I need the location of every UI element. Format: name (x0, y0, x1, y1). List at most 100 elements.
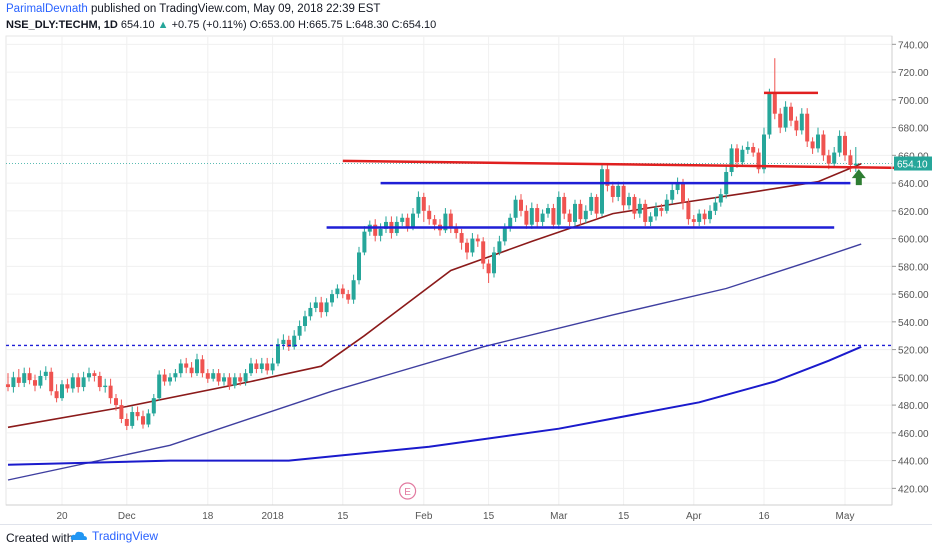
candle-body (610, 185, 615, 197)
candle (324, 298, 329, 317)
candle (286, 335, 291, 351)
y-tick-label: 700.00 (898, 96, 929, 107)
candle (297, 320, 302, 340)
x-tick-label: Dec (118, 511, 136, 522)
candle (384, 216, 388, 234)
created-with-label: Created with (6, 531, 74, 545)
candle-body (416, 196, 421, 214)
candle (173, 369, 178, 382)
change-value: +0.75 (+0.11%) (171, 19, 247, 31)
candle-body (81, 377, 86, 388)
candle (546, 203, 550, 218)
y-tick-label: 480.00 (898, 401, 929, 412)
candle (789, 102, 793, 127)
candle-body (340, 288, 345, 295)
author-link[interactable]: ParimalDevnath (6, 3, 88, 15)
y-tick-label: 640.00 (898, 179, 929, 190)
candle (227, 373, 232, 390)
candle (308, 302, 313, 321)
candle-body (319, 302, 324, 313)
candle-body (519, 199, 523, 211)
footer: Created with TradingView (0, 524, 932, 551)
candle-body (745, 147, 750, 150)
candle (718, 188, 723, 207)
candle-body (421, 196, 426, 211)
candle-body (27, 373, 32, 381)
candle-body (259, 363, 264, 370)
candle-body (308, 307, 313, 317)
candle-body (794, 120, 799, 131)
candle (508, 213, 513, 232)
candle (805, 108, 810, 148)
candle-body (502, 227, 507, 242)
candle-body (38, 375, 43, 386)
candle-body (297, 326, 302, 336)
candles (6, 58, 858, 431)
candle (540, 209, 545, 227)
candle (810, 137, 815, 154)
candle (454, 223, 459, 239)
candle (745, 141, 750, 154)
candle (178, 359, 183, 378)
last-price: 654.10 (120, 19, 155, 31)
candle-body (708, 210, 712, 220)
candle (259, 357, 264, 374)
candle-body (405, 217, 410, 228)
candle-body (249, 363, 253, 374)
candle-body (303, 316, 307, 327)
candle (492, 246, 496, 278)
publish-line: ParimalDevnath published on TradingView.… (6, 3, 380, 15)
candle-body (821, 134, 826, 156)
candle (11, 371, 16, 393)
candle-body (524, 210, 529, 225)
candle (16, 369, 21, 388)
candle (281, 334, 286, 350)
candle-body (411, 213, 415, 228)
candle (627, 192, 631, 210)
candle-body (22, 373, 27, 383)
tradingview-logo[interactable]: TradingView (70, 529, 158, 543)
candle-body (686, 202, 691, 220)
candle-body (205, 373, 210, 379)
candle-body (535, 208, 540, 222)
candle (168, 373, 172, 386)
high-value: H:665.75 (298, 19, 343, 31)
candle (562, 192, 567, 220)
candle (670, 183, 675, 204)
last-price-label: 654.10 (897, 160, 928, 171)
candle (81, 371, 86, 392)
candle-body (76, 377, 81, 388)
candle-body (189, 367, 194, 374)
candle (529, 202, 534, 229)
candle-body (238, 377, 243, 382)
candle-body (281, 339, 286, 345)
candle-body (465, 242, 469, 253)
candle (654, 202, 658, 221)
candle-body (475, 238, 480, 242)
y-tick-label: 560.00 (898, 290, 929, 301)
candle-body (384, 221, 388, 229)
candle (832, 147, 837, 168)
candle-body (513, 199, 518, 218)
candle-body (243, 373, 248, 382)
candle (443, 208, 448, 234)
x-tick-label: 15 (483, 511, 495, 522)
candle (346, 289, 351, 304)
candle-body (605, 169, 610, 186)
candle (675, 177, 680, 195)
candle-body (184, 363, 189, 368)
candle (556, 191, 561, 229)
candle (772, 58, 777, 120)
x-tick-label: 16 (758, 511, 770, 522)
candle-body (486, 263, 491, 274)
x-tick-label: May (836, 511, 855, 522)
candle-body (681, 183, 685, 203)
grid (5, 35, 893, 506)
candle-body (600, 169, 604, 214)
candle (486, 259, 491, 283)
candle-body (276, 344, 280, 364)
candle-body (772, 92, 777, 114)
close-value: C:654.10 (391, 19, 437, 31)
candle (222, 373, 226, 386)
